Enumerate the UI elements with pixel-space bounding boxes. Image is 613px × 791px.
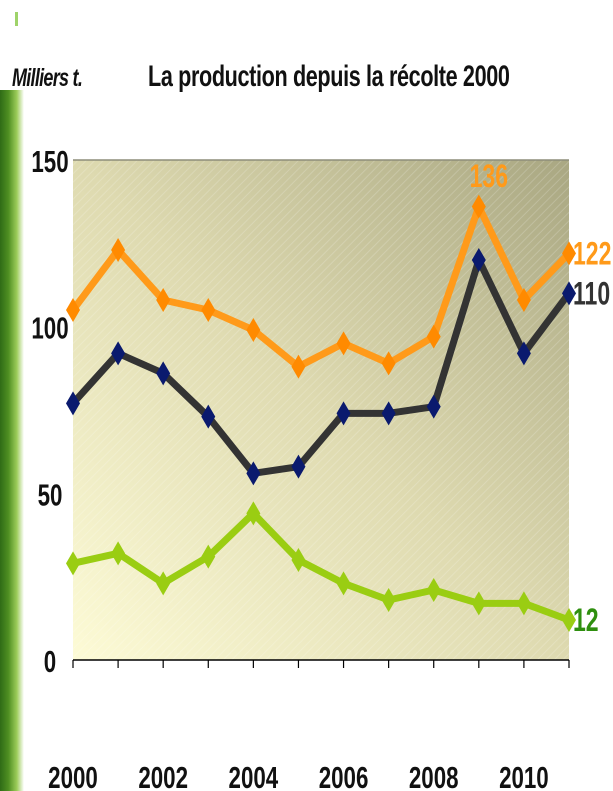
x-tick-label-2: 2004	[229, 760, 279, 791]
series-0-point-10	[516, 288, 531, 312]
x-tick-label-4: 2008	[409, 760, 459, 791]
series-2-point-9	[471, 591, 486, 616]
series-1-point-5	[291, 454, 306, 479]
series-1-point-8	[426, 394, 441, 419]
series-2-point-0	[66, 551, 80, 576]
series-2-point-7	[381, 588, 396, 612]
series-1-point-3	[201, 404, 216, 429]
series-1-point-10	[516, 341, 531, 366]
y-tick-label-2: 100	[31, 311, 68, 345]
y-unit-label: Milliers t.	[12, 64, 83, 92]
series-1-point-6	[336, 401, 351, 426]
series-2-point-5	[291, 548, 306, 572]
series-1-end-label: 110	[573, 276, 610, 312]
series-line-0	[70, 203, 572, 371]
series-1-point-11	[562, 281, 576, 306]
series-0-point-5	[291, 354, 306, 379]
series-2-point-6	[336, 571, 351, 596]
axes: 2000 2002 2004 2006 2008 2010 0 50 100 150	[31, 144, 570, 791]
decorative-green-edge	[0, 90, 24, 791]
series-1-point-4	[246, 461, 261, 486]
series-line-2	[72, 509, 571, 624]
series-1-point-9	[471, 248, 486, 272]
x-tick-label-3: 2006	[319, 760, 369, 791]
series-2-end-label: 12	[573, 602, 599, 638]
series-2-point-2	[156, 571, 171, 596]
series-1-point-2	[156, 361, 171, 386]
series-0-point-3	[201, 298, 216, 322]
series-0-peak-label: 136	[470, 158, 508, 194]
series-0-end-label: 122	[573, 236, 611, 272]
series-0-point-0	[66, 298, 80, 322]
x-tick-label-5: 2010	[499, 760, 549, 791]
series-0-point-7	[381, 351, 396, 376]
series-0-point-11	[562, 241, 576, 266]
series-0-point-4	[246, 318, 261, 342]
x-tick-label-1: 2002	[138, 760, 188, 791]
series-0-point-6	[336, 331, 351, 356]
series-0-point-2	[156, 288, 171, 312]
series-1-point-7	[381, 401, 396, 426]
series-0-point-1	[111, 238, 126, 262]
series-2-point-11	[562, 608, 576, 632]
x-tick-label-0: 2000	[48, 760, 98, 791]
y-tick-label-3: 150	[31, 144, 68, 178]
series-2-point-3	[201, 544, 216, 569]
series-0-point-9	[471, 194, 486, 219]
series-2-point-4	[246, 501, 261, 526]
series-1-point-1	[111, 341, 126, 366]
series-1-point-0	[66, 391, 80, 416]
series-line-1	[70, 256, 572, 477]
chart-title: La production depuis la récolte 2000	[148, 60, 510, 93]
series-2-point-1	[111, 541, 126, 566]
series-2-point-10	[516, 591, 531, 616]
y-tick-label-1: 50	[38, 478, 63, 512]
y-tick-label-0: 0	[44, 644, 56, 678]
series-0-point-8	[426, 324, 441, 349]
series-2-point-8	[426, 578, 441, 602]
labels-layer: 122 136 110 12	[470, 158, 612, 638]
series-layer	[66, 194, 576, 632]
decorative-tick-mark	[15, 12, 18, 26]
